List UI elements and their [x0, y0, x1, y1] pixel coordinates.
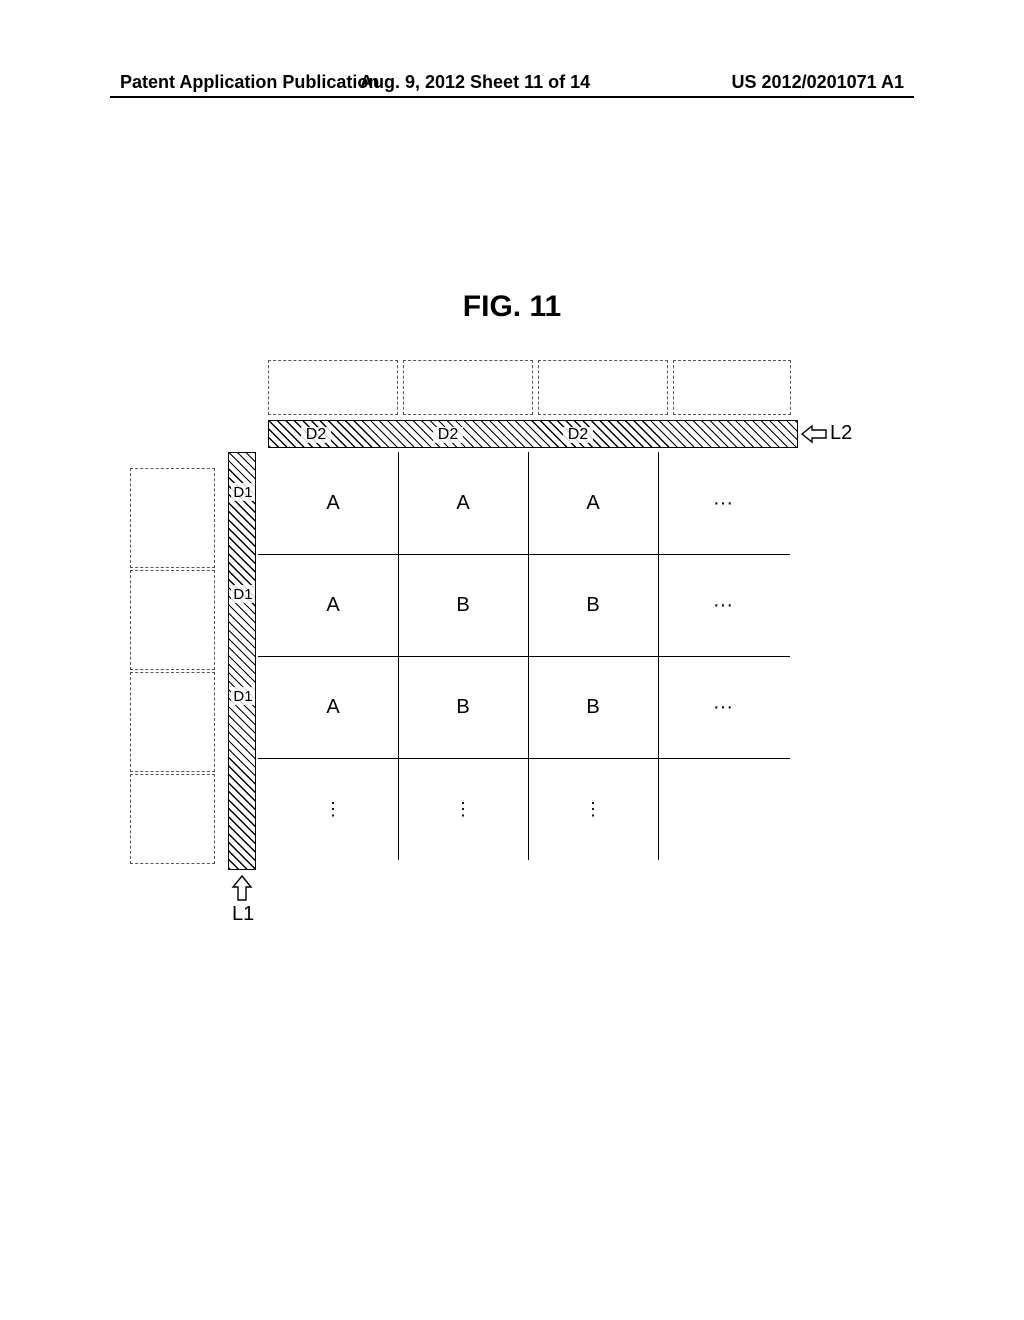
figure-title: FIG. 11 [0, 290, 1024, 324]
table-cell: ⋮ [528, 758, 658, 860]
table-cell: ··· [658, 656, 788, 758]
page: Patent Application Publication Aug. 9, 2… [0, 0, 1024, 1320]
table-cell: ··· [658, 554, 788, 656]
table-cell: ⋮ [398, 758, 528, 860]
left-dash-box [130, 468, 215, 568]
d2-label: D2 [301, 427, 331, 443]
table-cell: B [528, 554, 658, 656]
d1-label: D1 [231, 687, 255, 705]
left-dash-box [130, 774, 215, 864]
table-cell: ··· [658, 452, 788, 554]
table-cell: B [398, 656, 528, 758]
l2-arrow-icon [800, 423, 828, 445]
top-dash-box [403, 360, 533, 415]
top-dash-box [268, 360, 398, 415]
table-cell: A [268, 656, 398, 758]
left-dash-box [130, 570, 215, 670]
top-dash-box [538, 360, 668, 415]
header-center: Aug. 9, 2012 Sheet 11 of 14 [360, 72, 590, 93]
header-rule [110, 96, 914, 98]
l2-hatched-band: D2 D2 D2 [268, 420, 798, 448]
table-cell: B [398, 554, 528, 656]
table-cell: A [398, 452, 528, 554]
table-cell: ⋮ [268, 758, 398, 860]
d1-label: D1 [231, 585, 255, 603]
header-left: Patent Application Publication [120, 72, 379, 93]
table-cell: A [268, 452, 398, 554]
table-cell [658, 758, 788, 860]
figure-diagram: D2 D2 D2 L2 D1 D1 D1 L1 [130, 360, 900, 920]
left-dash-box [130, 672, 215, 772]
d2-label: D2 [563, 427, 593, 443]
table-cell: A [268, 554, 398, 656]
header-right: US 2012/0201071 A1 [732, 72, 904, 93]
table-cell: A [528, 452, 658, 554]
top-dash-box [673, 360, 791, 415]
d1-label: D1 [231, 483, 255, 501]
l1-hatched-stripe: D1 D1 D1 [228, 452, 256, 870]
table-cell: B [528, 656, 658, 758]
l1-label: L1 [232, 903, 254, 926]
l2-label: L2 [830, 422, 852, 445]
d2-label: D2 [433, 427, 463, 443]
